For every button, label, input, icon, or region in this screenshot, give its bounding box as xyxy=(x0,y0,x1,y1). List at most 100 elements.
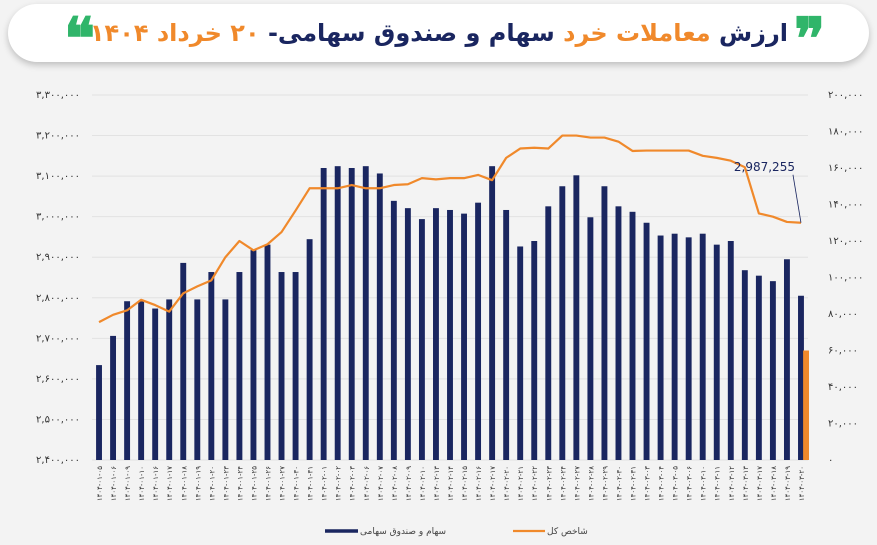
bar xyxy=(783,259,790,460)
bar xyxy=(180,262,187,460)
left-axis-tick: ۲,۸۰۰,۰۰۰ xyxy=(36,293,80,304)
right-axis-tick: ۱۰۰,۰۰۰ xyxy=(828,273,863,284)
x-axis-tick: ۱۴۰۴-۰۲-۰۱ xyxy=(321,466,329,501)
x-axis-tick: ۱۴۰۴-۰۱-۲۶ xyxy=(264,466,272,501)
bar xyxy=(475,202,482,461)
bar xyxy=(124,301,131,460)
x-axis-tick: ۱۴۰۴-۰۱-۲۰ xyxy=(208,466,216,501)
x-axis-tick: ۱۴۰۴-۰۲-۲۳ xyxy=(545,466,553,501)
bar xyxy=(573,175,580,461)
bar xyxy=(194,299,201,460)
left-axis-tick: ۲,۹۰۰,۰۰۰ xyxy=(36,252,80,263)
legend-label-line: شاخص کل xyxy=(547,527,588,537)
bar xyxy=(741,270,748,460)
chart-title: ارزش معاملات خرد سهام و صندوق سهامی- ۲۰ … xyxy=(90,17,788,49)
x-axis-tick: ۱۴۰۴-۰۳-۱۷ xyxy=(756,466,764,501)
bar xyxy=(166,299,173,460)
bar xyxy=(306,239,313,460)
x-axis-tick: ۱۴۰۴-۰۱-۱۷ xyxy=(166,466,174,501)
bar xyxy=(152,308,159,460)
x-axis-tick: ۱۴۰۴-۰۱-۱۸ xyxy=(180,466,188,501)
bar xyxy=(348,168,355,460)
bar xyxy=(713,244,720,460)
x-axis-tick: ۱۴۰۴-۰۲-۲۸ xyxy=(587,466,595,501)
right-axis-tick: ۱۲۰,۰۰۰ xyxy=(828,236,863,247)
x-axis-tick: ۱۴۰۴-۰۱-۱۶ xyxy=(152,466,160,501)
x-axis-tick: ۱۴۰۴-۰۳-۰۶ xyxy=(686,466,694,501)
bar xyxy=(433,208,439,460)
bar xyxy=(292,272,299,460)
x-axis-tick: ۱۴۰۴-۰۲-۱۳ xyxy=(433,466,441,501)
x-axis-tick: ۱۴۰۴-۰۲-۰۶ xyxy=(363,466,371,501)
bar xyxy=(138,301,145,460)
bar xyxy=(587,217,594,460)
bar xyxy=(222,299,229,460)
bar xyxy=(334,166,341,461)
quote-open-icon: ❝ xyxy=(64,5,96,73)
x-axis-tick: ۱۴۰۴-۰۳-۱۰ xyxy=(700,466,708,501)
bar xyxy=(418,219,425,460)
bar xyxy=(601,186,608,460)
right-axis-tick: ۶۰,۰۰۰ xyxy=(828,346,858,357)
x-axis-tick: ۱۴۰۴-۰۱-۱۹ xyxy=(194,466,202,501)
annotation-label: 2,987,255 xyxy=(734,160,795,174)
bar xyxy=(320,168,327,460)
right-axis-tick: ۰ xyxy=(828,455,833,466)
bar xyxy=(461,213,467,460)
bar xyxy=(376,173,383,460)
x-axis-tick: ۱۴۰۴-۰۲-۱۷ xyxy=(489,466,497,501)
x-axis-tick: ۱۴۰۴-۰۳-۱۲ xyxy=(728,466,736,501)
right-axis-tick: ۱۴۰,۰۰۰ xyxy=(828,200,863,211)
bar xyxy=(362,166,369,461)
x-axis-tick: ۱۴۰۴-۰۳-۱۹ xyxy=(784,466,792,501)
annotation-leader xyxy=(792,174,802,223)
x-axis-tick: ۱۴۰۴-۰۱-۳۱ xyxy=(307,466,315,501)
right-axis-tick: ۱۶۰,۰۰۰ xyxy=(828,163,863,174)
bar xyxy=(545,206,552,460)
title-part-value: ارزش xyxy=(719,19,788,47)
bar xyxy=(699,233,706,460)
left-axis-tick: ۳,۰۰۰,۰۰۰ xyxy=(36,212,80,223)
x-axis-tick: ۱۴۰۴-۰۲-۱۵ xyxy=(461,466,469,501)
x-axis-tick: ۱۴۰۴-۰۳-۰۴ xyxy=(658,466,666,501)
bar xyxy=(798,295,804,460)
title-banner: ❝ ارزش معاملات خرد سهام و صندوق سهامی- ۲… xyxy=(8,4,869,68)
bar xyxy=(769,281,776,460)
x-axis-tick: ۱۴۰۴-۰۱-۱۰ xyxy=(138,466,146,501)
x-axis-tick: ۱۴۰۴-۰۲-۱۰ xyxy=(419,466,427,501)
right-axis-tick: ۲۰۰,۰۰۰ xyxy=(828,90,863,101)
legend-label-bars: سهام و صندوق سهامی xyxy=(360,527,446,537)
quote-close-icon: ❞ xyxy=(794,5,826,73)
x-axis-tick: ۱۴۰۴-۰۱-۰۵ xyxy=(96,466,104,501)
x-axis-tick: ۱۴۰۴-۰۱-۳۰ xyxy=(293,466,301,501)
x-axis-tick: ۱۴۰۴-۰۳-۲۰ xyxy=(798,466,806,501)
x-axis-tick: ۱۴۰۴-۰۱-۰۹ xyxy=(124,466,132,501)
left-axis-tick: ۳,۳۰۰,۰۰۰ xyxy=(36,90,80,101)
bar xyxy=(447,209,453,460)
bar xyxy=(657,235,664,460)
x-axis-tick: ۱۴۰۴-۰۲-۰۷ xyxy=(377,466,385,501)
x-axis-tick: ۱۴۰۴-۰۲-۲۰ xyxy=(503,466,511,501)
bar xyxy=(727,241,734,460)
x-axis-tick: ۱۴۰۴-۰۲-۳۱ xyxy=(630,466,638,501)
bar xyxy=(531,241,538,460)
x-axis-tick: ۱۴۰۴-۰۱-۰۶ xyxy=(110,466,118,501)
index-line xyxy=(98,134,802,324)
x-axis-tick: ۱۴۰۴-۰۱-۲۳ xyxy=(222,466,230,501)
right-axis-tick: ۴۰,۰۰۰ xyxy=(828,382,858,393)
x-axis-tick: ۱۴۰۴-۰۲-۱۶ xyxy=(475,466,483,501)
x-axis-tick: ۱۴۰۴-۰۱-۲۷ xyxy=(279,466,287,501)
bar xyxy=(643,222,650,460)
right-axis-tick: ۲۰,۰۰۰ xyxy=(828,419,858,430)
x-axis-tick: ۱۴۰۴-۰۳-۰۵ xyxy=(672,466,680,501)
x-axis-tick: ۱۴۰۴-۰۳-۱۳ xyxy=(742,466,750,501)
bar xyxy=(489,166,496,461)
x-axis-tick: ۱۴۰۴-۰۳-۰۳ xyxy=(644,466,652,501)
x-axis-tick: ۱۴۰۴-۰۲-۰۳ xyxy=(349,466,357,501)
bar xyxy=(278,272,285,460)
x-axis-tick: ۱۴۰۴-۰۲-۲۱ xyxy=(517,466,525,501)
bar xyxy=(755,275,762,460)
bar xyxy=(390,200,397,460)
x-axis-tick: ۱۴۰۴-۰۲-۰۸ xyxy=(391,466,399,501)
bar xyxy=(559,186,566,460)
